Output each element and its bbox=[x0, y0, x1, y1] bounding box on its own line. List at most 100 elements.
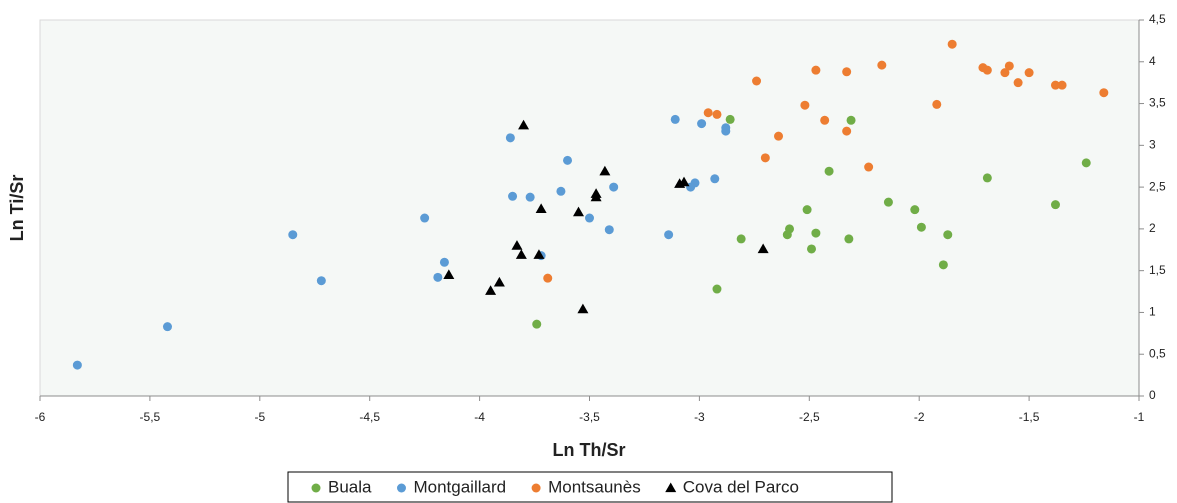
data-point bbox=[535, 203, 547, 213]
data-point bbox=[585, 213, 594, 223]
legend-label: Montsaunès bbox=[548, 477, 641, 496]
data-point bbox=[844, 234, 854, 244]
x-tick-label: -2 bbox=[914, 410, 925, 424]
data-point bbox=[736, 234, 746, 244]
data-point bbox=[806, 244, 816, 254]
data-point bbox=[721, 126, 731, 136]
data-point bbox=[1050, 200, 1060, 210]
data-point bbox=[1057, 80, 1067, 90]
data-point bbox=[316, 276, 326, 286]
data-point bbox=[938, 260, 948, 270]
plot-area bbox=[39, 19, 1140, 397]
y-tick-label: 1 bbox=[1149, 305, 1156, 319]
y-tick-label: 3,5 bbox=[1149, 96, 1166, 110]
data-point bbox=[824, 166, 834, 176]
y-tick-label: 4,5 bbox=[1149, 12, 1166, 26]
data-point bbox=[910, 205, 920, 215]
data-point bbox=[757, 243, 769, 254]
data-point bbox=[916, 222, 926, 232]
legend-marker bbox=[531, 483, 541, 493]
data-point bbox=[1099, 88, 1109, 98]
legend-label: Montgaillard bbox=[413, 477, 506, 496]
data-point bbox=[485, 285, 497, 295]
data-point bbox=[800, 100, 810, 110]
data-point bbox=[443, 269, 455, 279]
data-point bbox=[439, 257, 449, 267]
x-tick-label: -3 bbox=[694, 410, 705, 424]
y-tick-label: 4 bbox=[1149, 54, 1156, 68]
data-point bbox=[820, 115, 830, 125]
data-point bbox=[678, 176, 690, 187]
data-point bbox=[883, 197, 893, 207]
data-point bbox=[947, 39, 957, 49]
data-point bbox=[72, 360, 82, 370]
data-point bbox=[563, 155, 573, 165]
data-point bbox=[577, 303, 589, 314]
data-point bbox=[697, 119, 707, 129]
data-point bbox=[604, 225, 614, 235]
data-point bbox=[864, 162, 874, 172]
data-point bbox=[710, 174, 720, 184]
x-axis-title: Ln Th/Sr bbox=[553, 440, 626, 460]
x-tick-label: -2,5 bbox=[799, 410, 820, 424]
data-point bbox=[670, 114, 680, 124]
x-tick-label: -4 bbox=[474, 410, 485, 424]
data-point bbox=[609, 182, 619, 192]
data-point bbox=[725, 114, 735, 124]
legend-marker bbox=[665, 482, 677, 493]
data-point bbox=[556, 186, 566, 196]
data-point bbox=[703, 108, 713, 118]
legend-box bbox=[287, 471, 893, 503]
y-tick-label: 0,5 bbox=[1149, 346, 1166, 360]
data-point bbox=[752, 76, 762, 86]
data-point bbox=[433, 272, 443, 282]
data-point bbox=[1013, 78, 1023, 88]
x-tick-label: -3,5 bbox=[579, 410, 600, 424]
y-tick-label: 2 bbox=[1149, 221, 1156, 235]
data-point bbox=[515, 249, 527, 259]
data-point bbox=[1050, 80, 1060, 90]
data-point bbox=[590, 191, 602, 202]
data-point bbox=[518, 119, 530, 130]
data-point bbox=[1004, 61, 1014, 71]
y-axis-title: Ln Ti/Sr bbox=[7, 175, 27, 242]
data-point bbox=[982, 173, 992, 183]
legend-marker bbox=[311, 483, 321, 493]
data-point bbox=[511, 240, 523, 250]
data-point bbox=[1000, 68, 1010, 78]
data-point bbox=[508, 191, 518, 201]
x-tick-label: -5 bbox=[254, 410, 265, 424]
x-tick-label: -1,5 bbox=[1019, 410, 1040, 424]
data-point bbox=[533, 249, 545, 259]
x-tick-label: -4,5 bbox=[359, 410, 380, 424]
data-point bbox=[811, 228, 821, 238]
data-point bbox=[664, 230, 674, 240]
data-point bbox=[1024, 68, 1034, 78]
data-point bbox=[943, 230, 953, 240]
data-point bbox=[599, 165, 611, 176]
data-point bbox=[162, 322, 172, 332]
legend-label: Cova del Parco bbox=[683, 477, 799, 496]
data-point bbox=[842, 126, 852, 136]
data-point bbox=[785, 224, 795, 234]
x-tick-label: -5,5 bbox=[140, 410, 161, 424]
data-point bbox=[532, 319, 542, 329]
y-tick-label: 0 bbox=[1149, 388, 1156, 402]
data-point bbox=[877, 60, 887, 70]
data-point bbox=[505, 133, 515, 143]
y-tick-label: 1,5 bbox=[1149, 263, 1166, 277]
data-point bbox=[420, 213, 430, 223]
legend-marker bbox=[396, 483, 406, 493]
data-point bbox=[842, 67, 852, 77]
data-point bbox=[493, 276, 505, 287]
data-point bbox=[288, 230, 298, 240]
data-point bbox=[802, 205, 812, 215]
data-point bbox=[811, 65, 821, 75]
y-tick-label: 2,5 bbox=[1149, 179, 1166, 193]
data-point bbox=[846, 115, 856, 125]
data-point bbox=[525, 192, 535, 202]
data-point bbox=[774, 131, 784, 141]
data-point bbox=[760, 153, 770, 163]
x-tick-label: -1 bbox=[1134, 410, 1145, 424]
